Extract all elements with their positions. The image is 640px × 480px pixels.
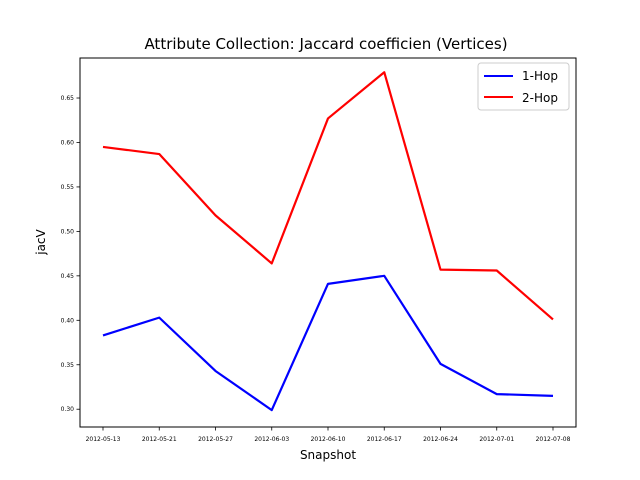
x-tick-label: 2012-07-01 bbox=[479, 436, 514, 443]
x-tick-label: 2012-06-10 bbox=[311, 436, 346, 443]
y-tick-label: 0.55 bbox=[61, 184, 75, 191]
legend-label-2-hop: 2-Hop bbox=[522, 91, 558, 105]
plot-area bbox=[79, 57, 577, 428]
y-tick-label: 0.40 bbox=[61, 317, 75, 324]
legend: 1-Hop 2-Hop bbox=[477, 62, 570, 111]
x-tick-label: 2012-05-21 bbox=[142, 436, 177, 443]
y-tick-label: 0.50 bbox=[61, 228, 75, 235]
y-axis: 0.30 0.35 0.40 0.45 0.50 0.55 0.60 0.65 bbox=[61, 95, 80, 413]
x-tick-label: 2012-06-03 bbox=[254, 436, 289, 443]
y-tick-label: 0.65 bbox=[61, 95, 75, 102]
series-line-2-hop bbox=[102, 71, 554, 321]
y-tick-label: 0.45 bbox=[61, 273, 75, 280]
y-tick-label: 0.30 bbox=[61, 406, 75, 413]
chart-title: Attribute Collection: Jaccard coefficien… bbox=[144, 35, 507, 53]
series-lines bbox=[102, 71, 554, 412]
legend-box bbox=[477, 62, 570, 111]
x-tick-label: 2012-06-24 bbox=[423, 436, 458, 443]
legend-label-1-hop: 1-Hop bbox=[522, 69, 558, 83]
y-tick-label: 0.60 bbox=[61, 139, 75, 146]
x-tick-label: 2012-07-08 bbox=[536, 436, 571, 443]
x-tick-label: 2012-06-17 bbox=[367, 436, 402, 443]
y-axis-label: jacV bbox=[34, 228, 48, 255]
x-tick-label: 2012-05-13 bbox=[86, 436, 121, 443]
y-tick-label: 0.35 bbox=[61, 362, 75, 369]
x-tick-label: 2012-05-27 bbox=[198, 436, 233, 443]
x-axis-label: Snapshot bbox=[300, 448, 356, 462]
series-line-1-hop bbox=[102, 274, 554, 412]
x-axis: 2012-05-13 2012-05-21 2012-05-27 2012-06-03… bbox=[86, 427, 571, 443]
